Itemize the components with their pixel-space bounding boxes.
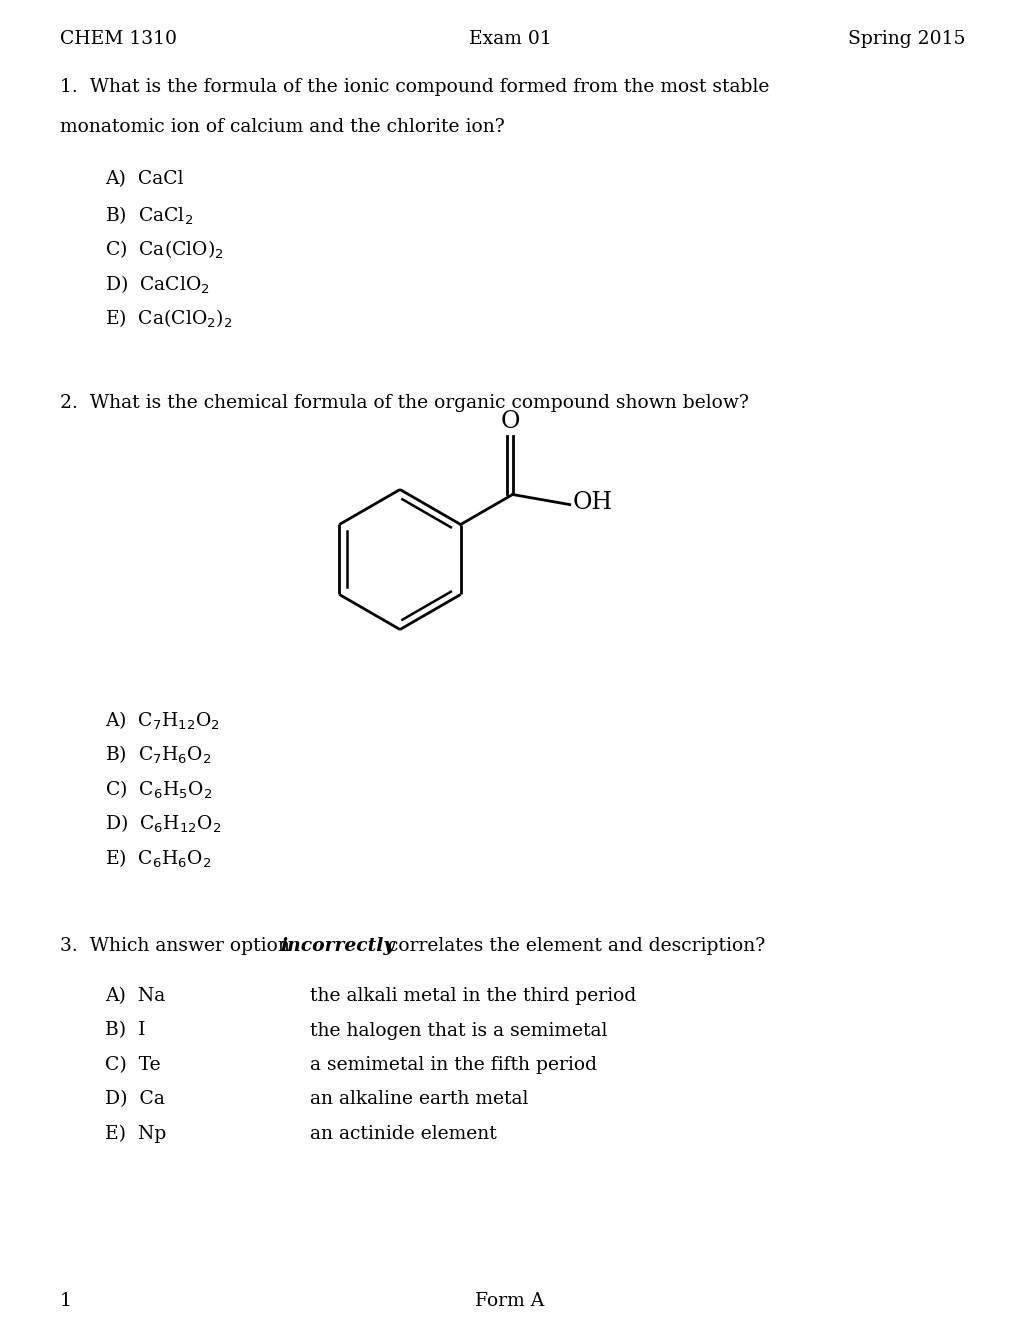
Text: D)  Ca: D) Ca xyxy=(105,1090,165,1109)
Text: CHEM 1310: CHEM 1310 xyxy=(60,30,177,48)
Text: E)  C$_6$H$_6$O$_2$: E) C$_6$H$_6$O$_2$ xyxy=(105,847,211,870)
Text: C)  Te: C) Te xyxy=(105,1056,160,1074)
Text: the halogen that is a semimetal: the halogen that is a semimetal xyxy=(310,1022,606,1039)
Text: Form A: Form A xyxy=(475,1292,544,1309)
Text: D)  CaClO$_2$: D) CaClO$_2$ xyxy=(105,273,210,296)
Text: monatomic ion of calcium and the chlorite ion?: monatomic ion of calcium and the chlorit… xyxy=(60,117,504,136)
Text: E)  Np: E) Np xyxy=(105,1125,166,1143)
Text: 3.  Which answer option: 3. Which answer option xyxy=(60,937,296,954)
Text: A)  CaCl: A) CaCl xyxy=(105,170,183,187)
Text: a semimetal in the fifth period: a semimetal in the fifth period xyxy=(310,1056,596,1074)
Text: C)  Ca(ClO)$_2$: C) Ca(ClO)$_2$ xyxy=(105,239,223,261)
Text: OH: OH xyxy=(572,491,612,513)
Text: 1: 1 xyxy=(60,1292,71,1309)
Text: Spring 2015: Spring 2015 xyxy=(847,30,964,48)
Text: C)  C$_6$H$_5$O$_2$: C) C$_6$H$_5$O$_2$ xyxy=(105,779,212,801)
Text: A)  C$_7$H$_{12}$O$_2$: A) C$_7$H$_{12}$O$_2$ xyxy=(105,710,219,731)
Text: B)  C$_7$H$_6$O$_2$: B) C$_7$H$_6$O$_2$ xyxy=(105,744,211,767)
Text: incorrectly: incorrectly xyxy=(280,937,394,954)
Text: 1.  What is the formula of the ionic compound formed from the most stable: 1. What is the formula of the ionic comp… xyxy=(60,78,768,96)
Text: Exam 01: Exam 01 xyxy=(468,30,551,48)
Text: E)  Ca(ClO$_2$)$_2$: E) Ca(ClO$_2$)$_2$ xyxy=(105,308,232,330)
Text: B)  CaCl$_2$: B) CaCl$_2$ xyxy=(105,205,193,227)
Text: correlates the element and description?: correlates the element and description? xyxy=(382,937,764,954)
Text: O: O xyxy=(500,411,520,433)
Text: an actinide element: an actinide element xyxy=(310,1125,496,1143)
Text: A)  Na: A) Na xyxy=(105,987,165,1005)
Text: 2.  What is the chemical formula of the organic compound shown below?: 2. What is the chemical formula of the o… xyxy=(60,395,748,412)
Text: B)  I: B) I xyxy=(105,1022,146,1039)
Text: the alkali metal in the third period: the alkali metal in the third period xyxy=(310,987,636,1005)
Text: an alkaline earth metal: an alkaline earth metal xyxy=(310,1090,528,1109)
Text: D)  C$_6$H$_{12}$O$_2$: D) C$_6$H$_{12}$O$_2$ xyxy=(105,813,221,836)
